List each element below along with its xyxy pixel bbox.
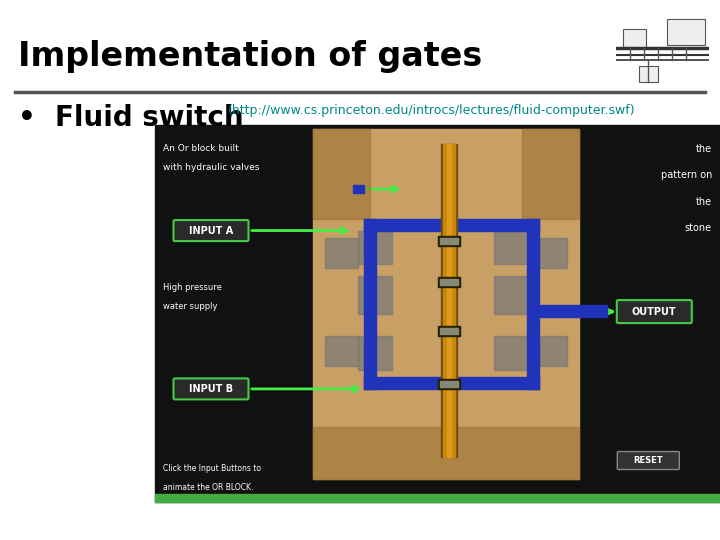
Text: High pressure: High pressure (163, 284, 222, 292)
Bar (539, 305, 607, 318)
Text: Click the Input Buttons to: Click the Input Buttons to (163, 464, 261, 473)
Bar (325, 238, 359, 268)
FancyBboxPatch shape (617, 451, 679, 469)
Bar (440, 381, 458, 387)
Bar (155, 125, 720, 502)
Bar (325, 336, 359, 366)
Text: Implementation of gates: Implementation of gates (18, 40, 482, 73)
Bar (440, 279, 458, 285)
Bar (438, 235, 460, 246)
Text: (http://www.cs.princeton.edu/introcs/lectures/fluid-computer.swf): (http://www.cs.princeton.edu/introcs/lec… (228, 104, 636, 117)
Text: the: the (696, 197, 712, 207)
Bar (534, 238, 567, 268)
FancyBboxPatch shape (617, 300, 692, 323)
FancyBboxPatch shape (174, 220, 248, 241)
Text: An Or block built: An Or block built (163, 144, 239, 153)
Text: INPUT A: INPUT A (189, 226, 233, 235)
FancyBboxPatch shape (174, 379, 248, 400)
Bar (623, 29, 647, 48)
Text: INPUT B: INPUT B (189, 384, 233, 394)
Bar (364, 219, 376, 389)
Text: water supply: water supply (163, 302, 217, 311)
Bar (447, 144, 451, 457)
Text: OUTPUT: OUTPUT (632, 307, 677, 316)
Bar (440, 328, 458, 334)
Bar (313, 129, 369, 219)
Text: •  Fluid switch: • Fluid switch (18, 104, 243, 132)
Bar (494, 336, 534, 370)
Bar (639, 66, 658, 82)
Bar (667, 19, 705, 45)
Text: stone: stone (685, 223, 712, 233)
Bar (443, 144, 455, 457)
Bar (155, 494, 720, 502)
Bar (438, 326, 460, 336)
Bar (313, 129, 579, 480)
Bar (438, 277, 460, 287)
Text: the: the (696, 144, 712, 154)
Bar (364, 219, 539, 231)
Bar (353, 185, 364, 193)
Text: RESET: RESET (634, 456, 663, 465)
Bar (313, 427, 579, 480)
Bar (494, 231, 534, 265)
Text: with hydraulic valves: with hydraulic valves (163, 163, 259, 172)
Bar (527, 219, 539, 389)
Text: animate the OR BLOCK.: animate the OR BLOCK. (163, 483, 253, 492)
Bar (494, 276, 534, 314)
Bar (441, 144, 456, 457)
Bar (440, 238, 458, 244)
Bar (438, 379, 460, 389)
Bar (359, 336, 392, 370)
Bar (522, 129, 579, 219)
Bar (534, 336, 567, 366)
Bar (359, 231, 392, 265)
Bar (364, 377, 539, 389)
Bar (359, 276, 392, 314)
Text: pattern on: pattern on (661, 170, 712, 180)
